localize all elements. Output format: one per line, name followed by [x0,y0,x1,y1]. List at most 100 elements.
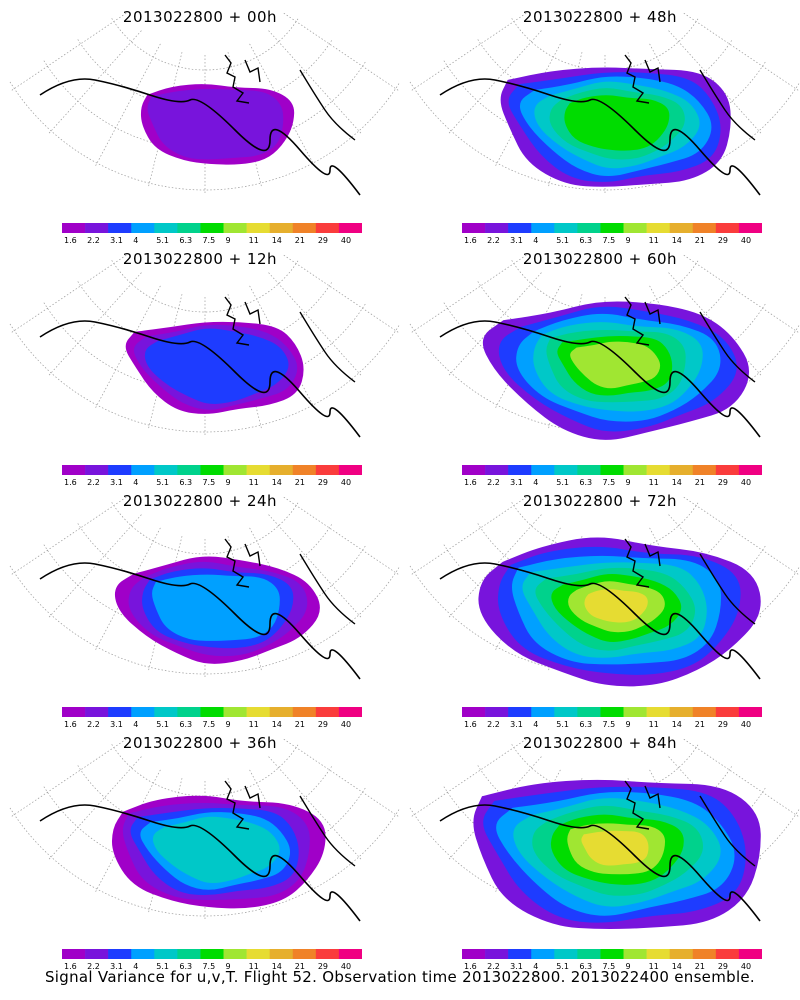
colorbar-swatch [485,223,509,233]
map-panel: 2013022800 + 48h 1.6 2.2 3.1 4 5.1 6.3 7.5 9 11 14… [400,0,800,245]
map-panel: 2013022800 + 72h 1.6 2.2 3.1 4 5.1 6.3 7.5 9 11 14… [400,484,800,729]
colorbar-swatch [292,465,317,475]
colorbar-swatch [531,707,555,717]
colorbar-tick-label: 3.1 [510,720,523,729]
contour-band [581,830,649,866]
colorbar-tick-label: 5.1 [156,720,169,729]
colorbar-swatch [508,465,532,475]
colorbar-swatch [577,949,601,959]
colorbar-tick-label: 14 [672,962,682,971]
colorbar-swatch [669,465,694,475]
colorbar-swatch [508,707,532,717]
colorbar-tick-label: 11 [649,236,659,245]
colorbar-swatch [131,949,155,959]
colorbar-swatch [246,707,270,717]
colorbar-tick-label: 11 [249,720,259,729]
colorbar-tick-label: 9 [626,236,631,245]
colorbar-swatch [177,949,201,959]
variance-field [478,537,761,687]
coastline [439,562,761,680]
colorbar-tick-label: 7.5 [602,962,615,971]
colorbar-swatch [223,465,247,475]
colorbar-tick-label: 9 [226,478,231,487]
colorbar-swatch [462,949,486,959]
colorbar-swatch [177,465,201,475]
colorbar-tick-label: 9 [226,720,231,729]
map-panel: 2013022800 + 24h 1.6 2.2 3.1 4 5.1 6.3 7.5 9 11 14… [0,484,400,729]
colorbar-swatch [246,465,270,475]
contour-band [152,816,280,883]
colorbar-swatch [315,949,340,959]
panel-title: 2013022800 + 36h [122,734,278,752]
colorbar-tick-label: 1.6 [464,720,477,729]
colorbar-swatch [715,949,740,959]
panel-title: 2013022800 + 24h [122,492,278,510]
colorbar-swatch [200,223,224,233]
colorbar-swatch [85,223,109,233]
coastline-arctic [624,780,756,867]
panel-title: 2013022800 + 60h [522,250,678,268]
colorbar-tick-label: 4 [533,236,538,245]
colorbar-swatch [646,949,670,959]
colorbar-tick-label: 9 [226,236,231,245]
colorbar-swatch [462,707,486,717]
colorbar-tick-label: 6.3 [579,962,592,971]
colorbar-tick-label: 6.3 [179,236,192,245]
colorbar-swatch [508,949,532,959]
colorbar-swatch [315,707,340,717]
colorbar-swatch [738,223,762,233]
colorbar-swatch [646,223,670,233]
colorbar-tick-label: 5.1 [156,236,169,245]
colorbar-swatch [338,949,362,959]
contour-band [144,328,289,404]
variance-map [409,12,800,196]
contour-band [152,574,280,641]
colorbar-swatch [692,707,717,717]
colorbar-tick-label: 40 [341,478,351,487]
colorbar-swatch [623,465,647,475]
colorbar-swatch [531,465,555,475]
colorbar-swatch [85,465,109,475]
colorbar-swatch [669,707,694,717]
colorbar-tick-label: 40 [341,962,351,971]
colorbar-tick-label: 29 [718,236,728,245]
colorbar-tick-label: 21 [295,962,305,971]
variance-field [111,795,326,909]
figure-caption: Signal Variance for u,v,T. Flight 52. Ob… [44,968,756,986]
colorbar-tick-label: 1.6 [64,236,77,245]
panel-title: 2013022800 + 84h [522,734,678,752]
colorbar: 1.6 2.2 3.1 4 5.1 6.3 7.5 9 11 14 21 29 40 [62,465,362,487]
colorbar-swatch [338,465,362,475]
colorbar-tick-label: 40 [741,720,751,729]
colorbar-swatch [154,707,178,717]
contour-band [570,341,661,389]
map-panel: 2013022800 + 36h 1.6 2.2 3.1 4 5.1 6.3 7.5 9 11 14… [0,726,400,971]
colorbar-swatch [154,223,178,233]
colorbar-tick-label: 2.2 [87,962,100,971]
colorbar-tick-label: 3.1 [110,236,123,245]
colorbar-tick-label: 40 [741,478,751,487]
colorbar-swatch [200,465,224,475]
colorbar-tick-label: 11 [249,962,259,971]
colorbar-tick-label: 6.3 [179,962,192,971]
colorbar-tick-label: 5.1 [156,478,169,487]
colorbar-swatch [292,223,317,233]
colorbar-swatch [531,949,555,959]
colorbar-swatch [623,949,647,959]
colorbar-tick-label: 2.2 [487,478,500,487]
map-panel: 2013022800 + 84h 1.6 2.2 3.1 4 5.1 6.3 7.5 9 11 14… [400,726,800,971]
colorbar-tick-label: 7.5 [602,236,615,245]
colorbar-tick-label: 3.1 [510,236,523,245]
colorbar-tick-label: 9 [226,962,231,971]
colorbar-swatch [692,223,717,233]
colorbar-swatch [131,707,155,717]
colorbar-tick-label: 3.1 [510,962,523,971]
coastline-arctic [224,54,356,141]
variance-map [9,12,400,196]
colorbar-swatch [600,707,624,717]
colorbar-swatch [315,465,340,475]
colorbar-swatch [246,223,270,233]
colorbar-swatch [108,949,132,959]
colorbar-tick-label: 7.5 [202,478,215,487]
colorbar-tick-label: 11 [649,478,659,487]
